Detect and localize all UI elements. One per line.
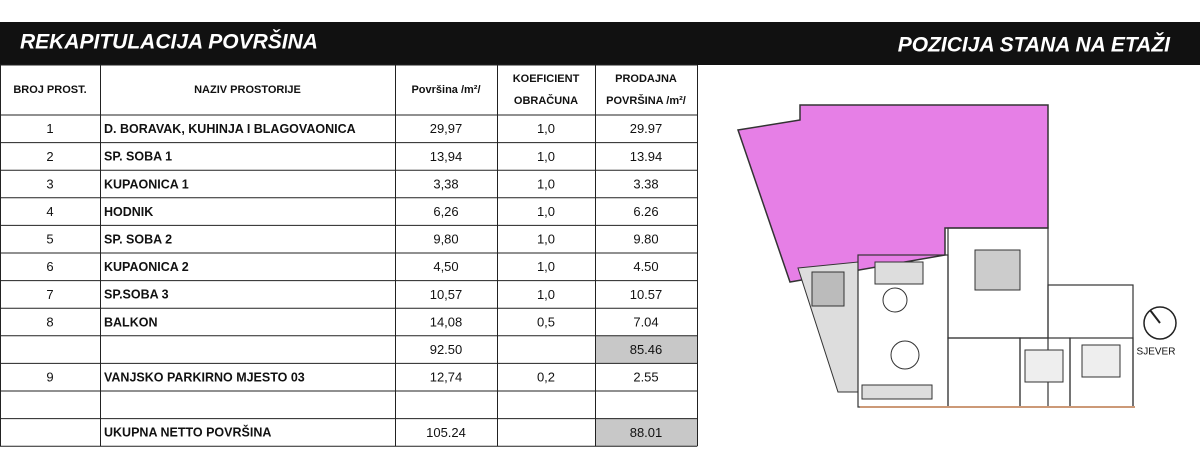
cell-coef: 1,0 — [537, 204, 555, 219]
cell-no: 8 — [46, 314, 53, 329]
cell-name: HODNIK — [104, 205, 153, 219]
cell-name: KUPAONICA 1 — [104, 177, 189, 191]
header-bar — [0, 22, 1200, 65]
cell-name: SP. SOBA 1 — [104, 150, 172, 164]
cell-area: 10,57 — [430, 287, 463, 302]
cell-no: 3 — [46, 176, 53, 191]
shaded-cell — [595, 418, 697, 447]
cell-coef: 1,0 — [537, 121, 555, 136]
cell-name: KUPAONICA 2 — [104, 260, 189, 274]
cell-coef: 1,0 — [537, 176, 555, 191]
column-header: Površina /m²/ — [411, 84, 480, 96]
cell-coef: 1,0 — [537, 259, 555, 274]
column-header: NAZIV PROSTORIJE — [194, 84, 301, 96]
cell-area: 3,38 — [433, 176, 458, 191]
column-header: POVRŠINA /m²/ — [606, 94, 686, 107]
cell-area: 12,74 — [430, 370, 463, 385]
cell-area: 105.24 — [426, 425, 466, 440]
cell-area: 13,94 — [430, 149, 463, 164]
cell-name: UKUPNA NETTO POVRŠINA — [104, 425, 271, 440]
cell-sale: 88.01 — [630, 425, 663, 440]
cell-no: 6 — [46, 259, 53, 274]
cell-area: 9,80 — [433, 232, 458, 247]
cell-coef: 1,0 — [537, 287, 555, 302]
cell-sale: 29.97 — [630, 121, 663, 136]
cell-name: VANJSKO PARKIRNO MJESTO 03 — [104, 370, 305, 384]
cell-sale: 13.94 — [630, 149, 663, 164]
cell-no: 7 — [46, 287, 53, 302]
shaded-cell — [595, 335, 697, 364]
cell-area: 29,97 — [430, 121, 463, 136]
cell-name: SP. SOBA 2 — [104, 232, 172, 246]
cell-no: 4 — [46, 204, 53, 219]
cell-area: 14,08 — [430, 314, 463, 329]
header-left: REKAPITULACIJA POVRŠINA — [20, 30, 318, 54]
cell-coef: 1,0 — [537, 232, 555, 247]
cell-sale: 10.57 — [630, 287, 663, 302]
column-header: OBRAČUNA — [514, 94, 578, 107]
cell-sale: 85.46 — [630, 342, 663, 357]
cell-name: SP.SOBA 3 — [104, 288, 169, 302]
cell-sale: 9.80 — [633, 232, 658, 247]
cell-name: BALKON — [104, 315, 157, 329]
cell-sale: 2.55 — [633, 370, 658, 385]
cell-coef: 0,5 — [537, 314, 555, 329]
column-header: BROJ PROST. — [13, 84, 86, 96]
cell-area: 6,26 — [433, 204, 458, 219]
cell-name: D. BORAVAK, KUHINJA I BLAGOVAONICA — [104, 122, 356, 136]
header-right: POZICIJA STANA NA ETAŽI — [898, 33, 1171, 57]
cell-sale: 7.04 — [633, 314, 658, 329]
cell-no: 9 — [46, 370, 53, 385]
cell-no: 1 — [46, 121, 53, 136]
cell-area: 4,50 — [433, 259, 458, 274]
cell-sale: 4.50 — [633, 259, 658, 274]
cell-sale: 3.38 — [633, 176, 658, 191]
cell-area: 92.50 — [430, 342, 463, 357]
cell-coef: 1,0 — [537, 149, 555, 164]
cell-sale: 6.26 — [633, 204, 658, 219]
column-header: PRODAJNA — [615, 73, 677, 85]
cell-no: 5 — [46, 232, 53, 247]
floor-plan: SJEVER — [737, 104, 1177, 408]
cell-no: 2 — [46, 149, 53, 164]
cell-coef: 0,2 — [537, 370, 555, 385]
compass-label: SJEVER — [1137, 347, 1176, 358]
column-header: KOEFICIENT — [513, 73, 580, 85]
